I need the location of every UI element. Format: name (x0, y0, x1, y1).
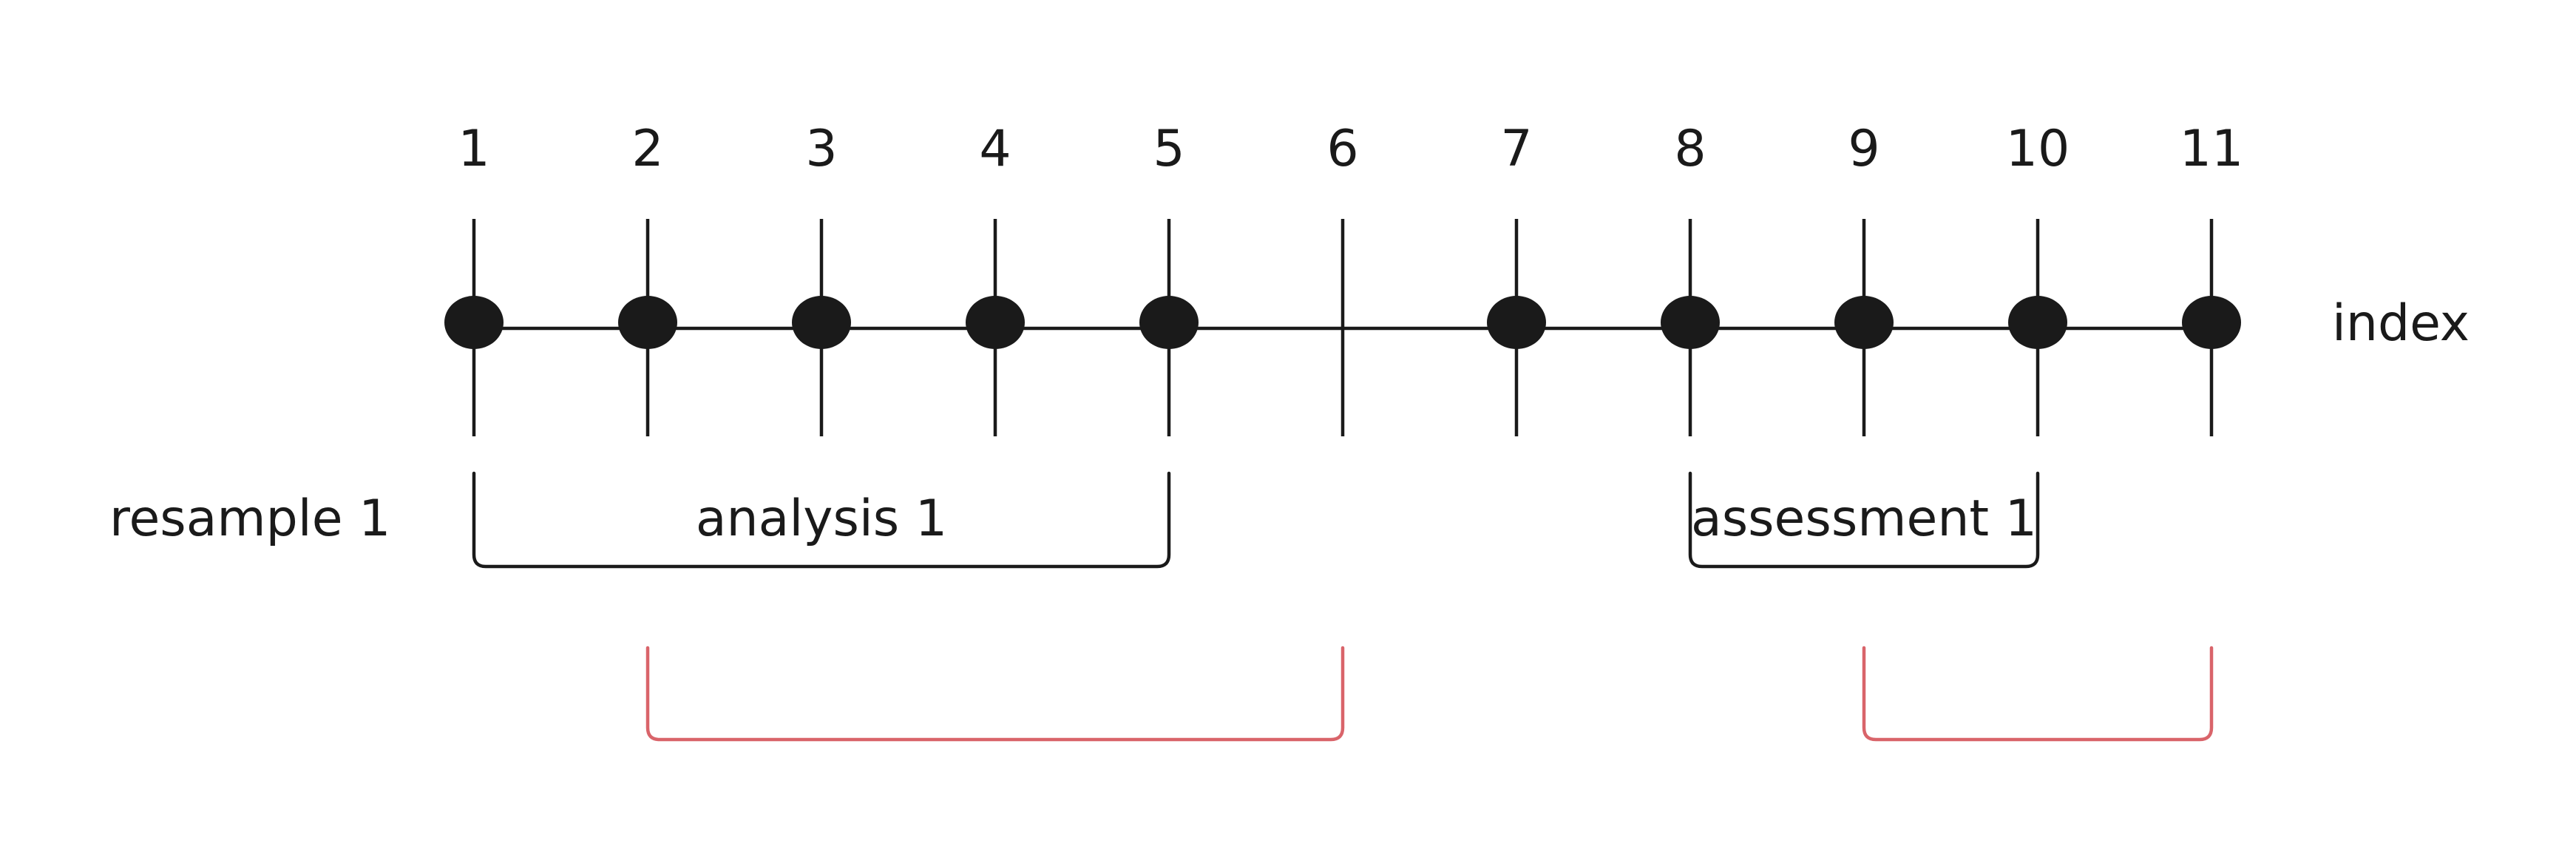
tick-8: 8 (1661, 120, 1720, 436)
tick-label: 11 (2180, 120, 2244, 178)
index-point (1661, 296, 1720, 349)
bracket-path (1862, 646, 2214, 742)
index-point (792, 296, 851, 349)
tick-5: 5 (1139, 120, 1199, 436)
index-point (2182, 296, 2241, 349)
tick-4: 4 (966, 120, 1025, 436)
bracket-label: assessment 1 (1691, 490, 2037, 548)
tick-9: 9 (1834, 120, 1894, 436)
tick-6: 6 (1326, 120, 1359, 436)
tick-label: 4 (979, 120, 1011, 178)
bracket-analysis-2 (645, 646, 1345, 742)
tick-7: 7 (1487, 120, 1546, 436)
index-ticks: 1 2 3 4 5 6 7 8 9 10 11 (444, 120, 2243, 436)
bracket-path (1688, 471, 2040, 569)
tick-11: 11 (2180, 120, 2244, 436)
bracket-path (645, 646, 1345, 742)
bracket-analysis-1: analysis 1 (472, 471, 1171, 569)
tick-label: 6 (1326, 120, 1358, 178)
tick-1: 1 (444, 120, 504, 436)
index-point (2008, 296, 2067, 349)
tick-label: 5 (1153, 120, 1184, 178)
tick-label: 8 (1674, 120, 1706, 178)
index-point (444, 296, 504, 349)
resample-label: resample 1 (109, 490, 390, 548)
bracket-assessment-1: assessment 1 (1688, 471, 2040, 569)
index-point (618, 296, 677, 349)
bracket-path (472, 471, 1171, 569)
tick-label: 3 (805, 120, 837, 178)
resample-brackets: analysis 1 assessment 1 (472, 471, 2214, 742)
tick-3: 3 (792, 120, 851, 436)
index-label: index (2332, 294, 2470, 353)
tick-label: 7 (1500, 120, 1532, 178)
bracket-assessment-2 (1862, 646, 2214, 742)
tick-2: 2 (618, 120, 677, 436)
tick-label: 10 (2006, 120, 2070, 178)
index-point (1834, 296, 1894, 349)
tick-label: 1 (458, 120, 489, 178)
bracket-label: analysis 1 (696, 490, 947, 548)
index-point (1487, 296, 1546, 349)
tick-10: 10 (2006, 120, 2070, 436)
index-point (966, 296, 1025, 349)
index-point (1139, 296, 1199, 349)
tick-label: 9 (1848, 120, 1880, 178)
tick-label: 2 (631, 120, 663, 178)
